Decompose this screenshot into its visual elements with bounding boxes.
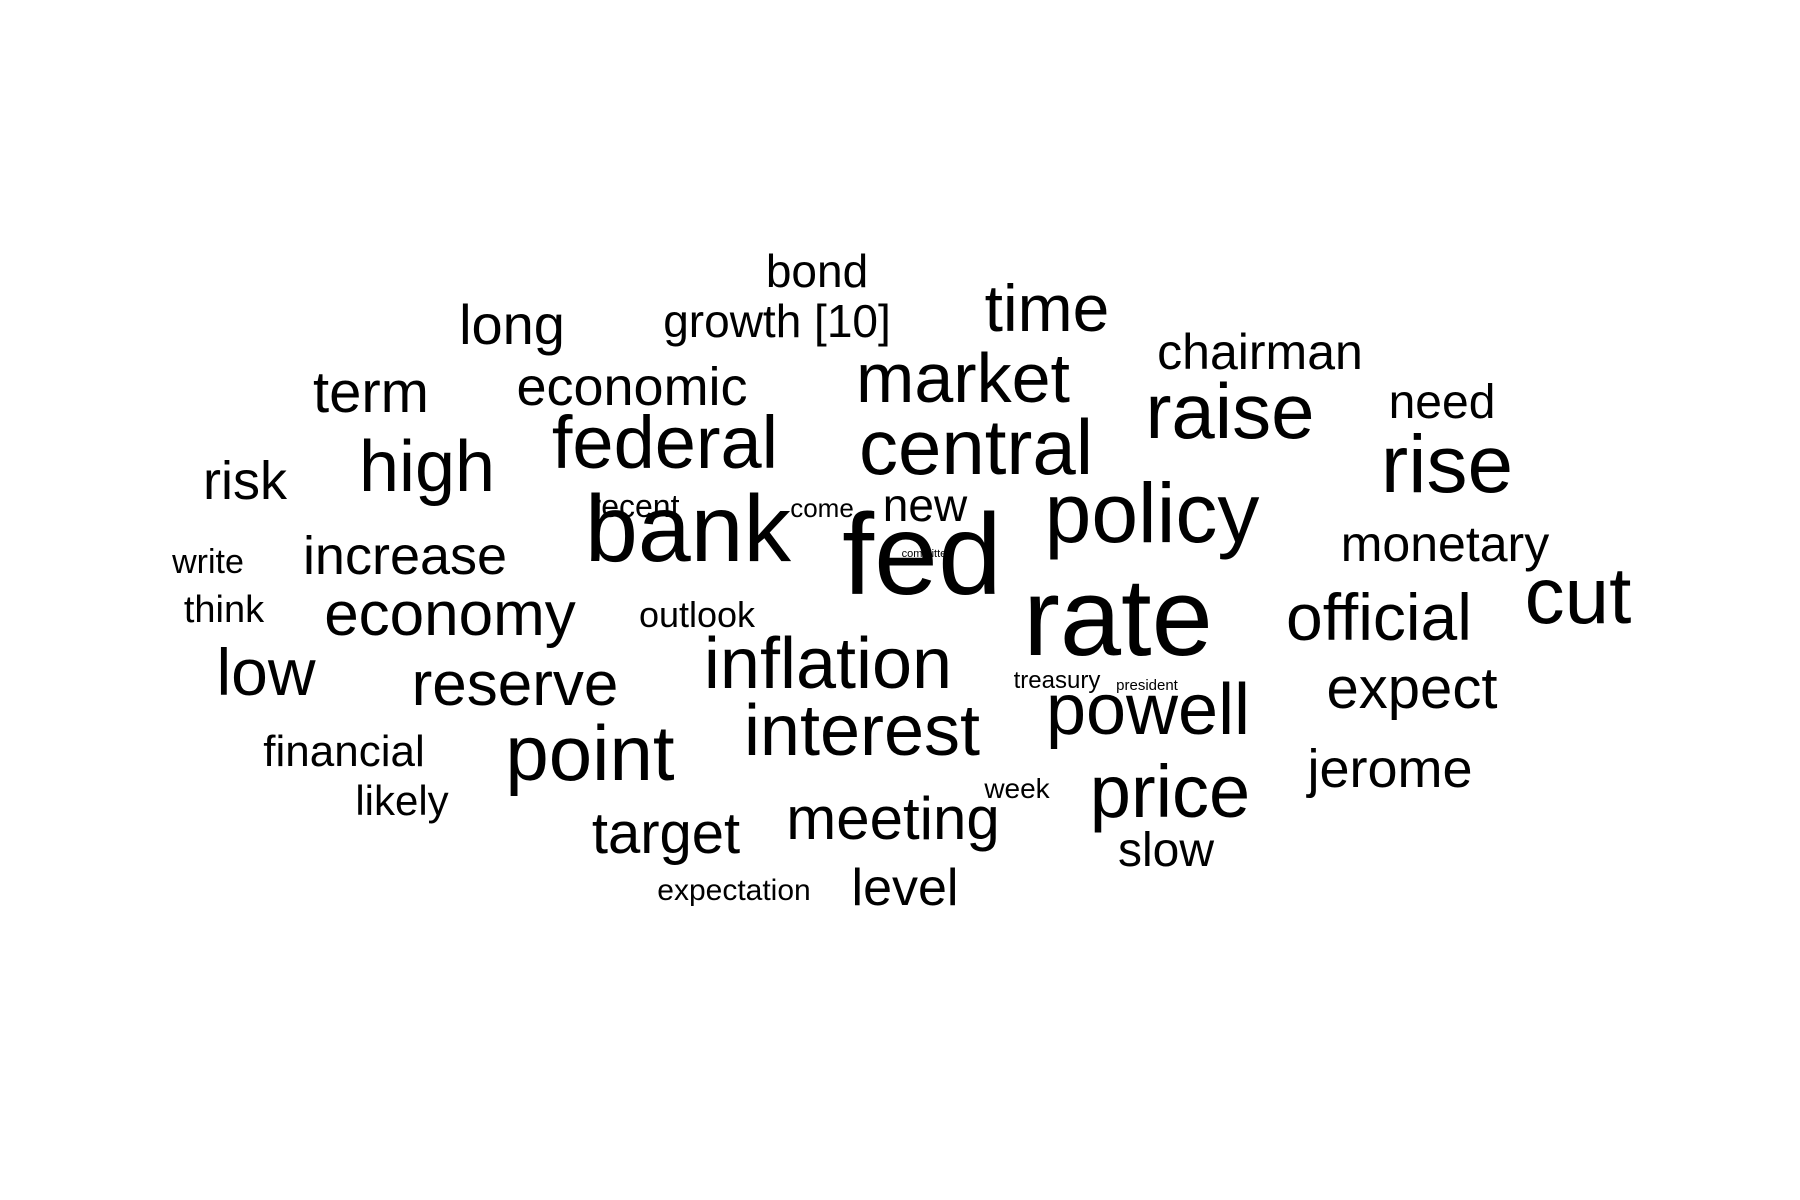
word-powell: powell (1046, 670, 1250, 750)
word-target: target (592, 801, 740, 866)
word-long: long (459, 293, 565, 356)
word-high: high (359, 427, 495, 507)
word-jerome: jerome (1305, 739, 1472, 799)
word-come: come (790, 493, 854, 523)
word-rise: rise (1381, 419, 1513, 510)
word-federal: federal (552, 401, 778, 484)
word-week: week (983, 773, 1050, 804)
word-financial: financial (263, 727, 424, 776)
word-economic: economic (516, 357, 747, 417)
word-growth-10: growth [10] (663, 295, 891, 347)
word-new: new (883, 479, 968, 531)
word-bond: bond (766, 245, 868, 297)
word-central: central (859, 403, 1093, 491)
word-slow: slow (1118, 824, 1214, 877)
word-fed: fed (842, 491, 1002, 619)
word-bank: bank (585, 476, 792, 582)
word-official: official (1286, 580, 1472, 654)
word-market: market (856, 339, 1070, 417)
word-expect: expect (1327, 656, 1498, 721)
word-economy: economy (324, 580, 576, 649)
word-recent: recent (591, 488, 680, 524)
word-time: time (985, 271, 1110, 345)
word-treasury: treasury (1014, 667, 1101, 694)
word-monetary: monetary (1341, 516, 1549, 572)
word-level: level (852, 859, 959, 917)
word-president: president (1116, 677, 1179, 694)
word-reserve: reserve (412, 650, 619, 719)
word-increase: increase (303, 526, 507, 586)
word-low: low (216, 635, 315, 709)
word-chairman: chairman (1157, 324, 1363, 380)
word-policy: policy (1045, 466, 1260, 560)
word-need: need (1389, 376, 1496, 429)
word-expectation: expectation (657, 874, 810, 907)
word-meeting: meeting (786, 785, 999, 852)
word-point: point (505, 709, 674, 797)
word-rate: rate (1023, 556, 1213, 679)
word-write: write (171, 543, 244, 581)
word-price: price (1090, 750, 1250, 833)
word-likely: likely (355, 777, 448, 824)
word-term: term (313, 360, 429, 425)
word-cut: cut (1525, 551, 1632, 640)
word-interest: interest (744, 691, 980, 771)
word-inflation: inflation (704, 624, 952, 704)
word-think: think (184, 589, 265, 631)
word-committee: committee (902, 548, 953, 560)
word-raise: raise (1145, 367, 1314, 455)
word-risk: risk (203, 451, 288, 511)
word-outlook: outlook (639, 594, 756, 635)
